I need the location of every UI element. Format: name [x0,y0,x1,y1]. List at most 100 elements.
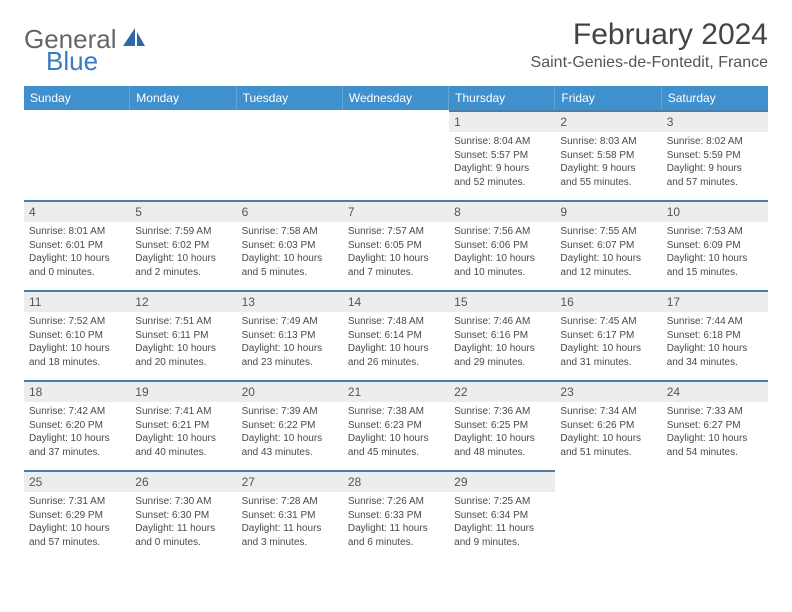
cell-line-day2: and 7 minutes. [348,266,444,280]
cell-line-day1: Daylight: 10 hours [454,252,550,266]
cell-line-sunrise: Sunrise: 8:01 AM [29,225,125,239]
cell-line-day1: Daylight: 9 hours [454,162,550,176]
cell-line-day2: and 2 minutes. [135,266,231,280]
cell-line-sunrise: Sunrise: 8:04 AM [454,135,550,149]
cell-line-day1: Daylight: 10 hours [29,432,125,446]
day-number: 24 [662,382,768,402]
cell-line-day1: Daylight: 10 hours [348,252,444,266]
cell-line-day2: and 40 minutes. [135,446,231,460]
day-number: 5 [130,202,236,222]
weekday-header: Thursday [449,86,555,110]
day-number: 26 [130,472,236,492]
calendar-cell: 9Sunrise: 7:55 AMSunset: 6:07 PMDaylight… [555,200,661,290]
cell-line-day2: and 57 minutes. [29,536,125,550]
calendar-cell: 5Sunrise: 7:59 AMSunset: 6:02 PMDaylight… [130,200,236,290]
cell-line-day2: and 5 minutes. [242,266,338,280]
cell-line-day1: Daylight: 10 hours [560,342,656,356]
cell-line-day1: Daylight: 10 hours [667,342,763,356]
cell-line-day2: and 23 minutes. [242,356,338,370]
day-number: 23 [555,382,661,402]
cell-line-sunrise: Sunrise: 7:26 AM [348,495,444,509]
cell-line-sunrise: Sunrise: 7:31 AM [29,495,125,509]
logo-text-blue: Blue [46,46,98,77]
cell-line-day1: Daylight: 9 hours [667,162,763,176]
cell-line-day1: Daylight: 11 hours [348,522,444,536]
calendar-cell-empty [237,110,343,200]
cell-line-sunrise: Sunrise: 7:46 AM [454,315,550,329]
cell-line-day2: and 29 minutes. [454,356,550,370]
cell-line-sunset: Sunset: 6:31 PM [242,509,338,523]
weekday-header: Friday [555,86,661,110]
cell-line-day2: and 31 minutes. [560,356,656,370]
day-number: 9 [555,202,661,222]
cell-line-sunrise: Sunrise: 7:55 AM [560,225,656,239]
cell-line-day1: Daylight: 10 hours [135,342,231,356]
day-number: 3 [662,112,768,132]
cell-line-sunset: Sunset: 6:29 PM [29,509,125,523]
day-number: 20 [237,382,343,402]
calendar-cell: 6Sunrise: 7:58 AMSunset: 6:03 PMDaylight… [237,200,343,290]
location-text: Saint-Genies-de-Fontedit, France [531,54,768,72]
calendar-cell: 13Sunrise: 7:49 AMSunset: 6:13 PMDayligh… [237,290,343,380]
cell-line-sunrise: Sunrise: 8:02 AM [667,135,763,149]
cell-line-sunset: Sunset: 6:03 PM [242,239,338,253]
calendar-cell: 17Sunrise: 7:44 AMSunset: 6:18 PMDayligh… [662,290,768,380]
cell-line-day1: Daylight: 10 hours [29,522,125,536]
cell-line-day2: and 9 minutes. [454,536,550,550]
calendar-cell: 4Sunrise: 8:01 AMSunset: 6:01 PMDaylight… [24,200,130,290]
cell-line-day1: Daylight: 10 hours [242,432,338,446]
calendar-cell: 25Sunrise: 7:31 AMSunset: 6:29 PMDayligh… [24,470,130,560]
weekday-header: Wednesday [343,86,449,110]
calendar-cell: 10Sunrise: 7:53 AMSunset: 6:09 PMDayligh… [662,200,768,290]
calendar-cell: 22Sunrise: 7:36 AMSunset: 6:25 PMDayligh… [449,380,555,470]
calendar-cell-empty [24,110,130,200]
cell-line-sunset: Sunset: 5:59 PM [667,149,763,163]
logo: General Blue [24,18,147,55]
cell-line-day1: Daylight: 10 hours [242,342,338,356]
cell-line-sunset: Sunset: 6:20 PM [29,419,125,433]
day-number: 29 [449,472,555,492]
weekday-header: Sunday [24,86,130,110]
cell-line-day2: and 55 minutes. [560,176,656,190]
calendar-cell: 1Sunrise: 8:04 AMSunset: 5:57 PMDaylight… [449,110,555,200]
cell-line-sunset: Sunset: 6:01 PM [29,239,125,253]
cell-line-day1: Daylight: 10 hours [667,252,763,266]
cell-line-sunset: Sunset: 6:02 PM [135,239,231,253]
cell-line-day2: and 12 minutes. [560,266,656,280]
calendar-cell: 12Sunrise: 7:51 AMSunset: 6:11 PMDayligh… [130,290,236,380]
cell-line-sunrise: Sunrise: 7:39 AM [242,405,338,419]
cell-line-sunrise: Sunrise: 7:44 AM [667,315,763,329]
cell-line-sunrise: Sunrise: 8:03 AM [560,135,656,149]
cell-line-sunrise: Sunrise: 7:33 AM [667,405,763,419]
calendar-cell: 29Sunrise: 7:25 AMSunset: 6:34 PMDayligh… [449,470,555,560]
day-number: 7 [343,202,449,222]
cell-line-day2: and 48 minutes. [454,446,550,460]
cell-line-sunset: Sunset: 5:58 PM [560,149,656,163]
cell-line-day1: Daylight: 10 hours [348,342,444,356]
title-block: February 2024 Saint-Genies-de-Fontedit, … [531,18,768,72]
calendar-cell: 28Sunrise: 7:26 AMSunset: 6:33 PMDayligh… [343,470,449,560]
cell-line-sunrise: Sunrise: 7:51 AM [135,315,231,329]
cell-line-sunrise: Sunrise: 7:45 AM [560,315,656,329]
cell-line-day2: and 20 minutes. [135,356,231,370]
cell-line-sunset: Sunset: 6:16 PM [454,329,550,343]
cell-line-day1: Daylight: 10 hours [560,432,656,446]
cell-line-sunset: Sunset: 6:05 PM [348,239,444,253]
cell-line-sunset: Sunset: 6:27 PM [667,419,763,433]
cell-line-day2: and 18 minutes. [29,356,125,370]
cell-line-day2: and 26 minutes. [348,356,444,370]
cell-line-sunrise: Sunrise: 7:38 AM [348,405,444,419]
weekday-header: Monday [130,86,236,110]
page-header: General Blue February 2024 Saint-Genies-… [24,18,768,72]
cell-line-sunrise: Sunrise: 7:59 AM [135,225,231,239]
cell-line-day2: and 10 minutes. [454,266,550,280]
cell-line-sunset: Sunset: 6:34 PM [454,509,550,523]
cell-line-sunset: Sunset: 6:30 PM [135,509,231,523]
day-number: 27 [237,472,343,492]
day-number: 19 [130,382,236,402]
cell-line-day1: Daylight: 10 hours [667,432,763,446]
calendar-cell-empty [130,110,236,200]
calendar-cell: 8Sunrise: 7:56 AMSunset: 6:06 PMDaylight… [449,200,555,290]
cell-line-day1: Daylight: 10 hours [242,252,338,266]
day-number: 22 [449,382,555,402]
